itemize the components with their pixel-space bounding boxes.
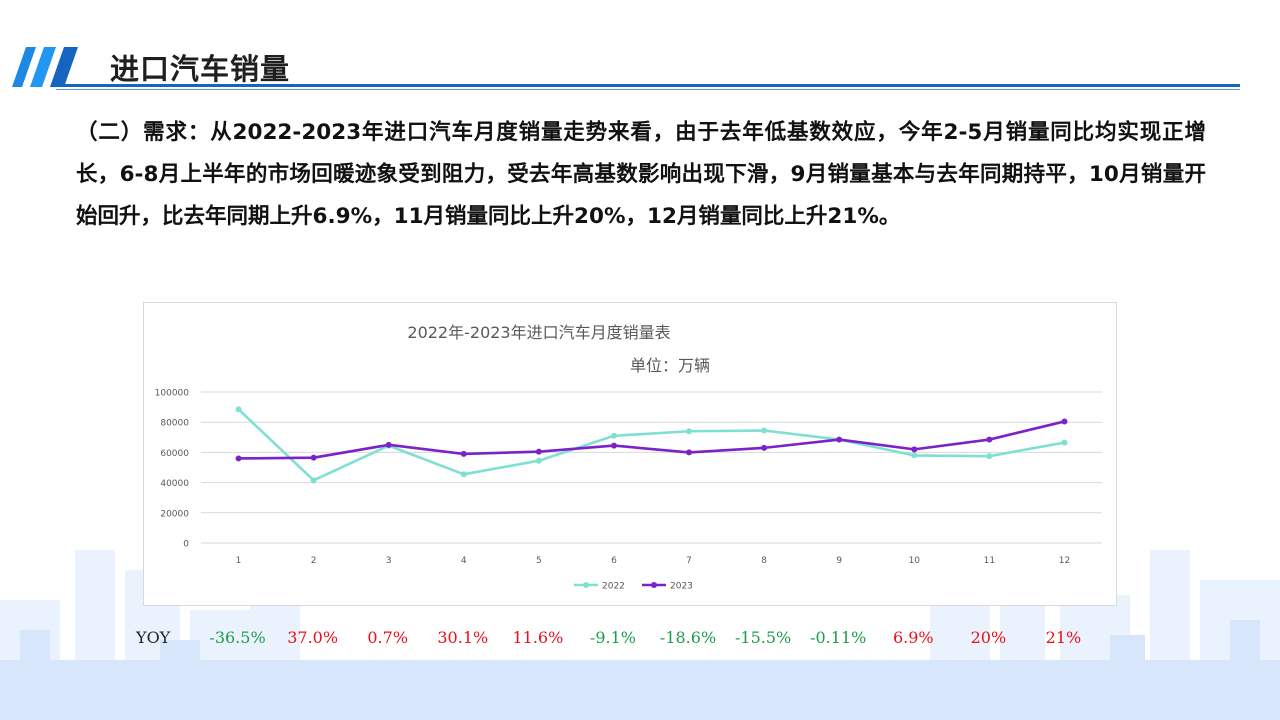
data-point-2023: [610, 442, 617, 449]
data-point-2023: [836, 436, 843, 443]
data-point-2022: [235, 406, 242, 413]
yoy-value: 0.7%: [367, 628, 409, 647]
data-point-2023: [761, 444, 768, 451]
x-tick-label: 4: [461, 556, 467, 566]
x-tick-label: 11: [984, 556, 995, 566]
data-point-2022: [761, 427, 768, 434]
x-tick-label: 1: [236, 556, 242, 566]
data-point-2023: [686, 449, 693, 456]
data-point-2023: [385, 441, 392, 448]
title-stripes-icon: [12, 47, 78, 87]
chart-canvas: 2022年-2023年进口汽车月度销量表 单位：万辆 0 20000 40000 60…: [155, 323, 1102, 592]
y-tick-label: 80000: [160, 419, 189, 429]
x-tick-label: 7: [686, 556, 692, 566]
data-point-2022: [911, 452, 918, 459]
yoy-value: -0.11%: [810, 628, 867, 647]
data-point-2023: [911, 446, 918, 453]
sales-line-chart: 2022年-2023年进口汽车月度销量表 单位：万辆 0 20000 40000 60…: [143, 302, 1117, 606]
data-point-2023: [310, 454, 317, 461]
yoy-value: 20%: [970, 628, 1007, 647]
data-point-2022: [1061, 439, 1068, 446]
x-tick-label: 6: [611, 556, 617, 566]
yoy-row: YOY -36.5% 37.0% 0.7% 30.1% 11.6% -9.1% -18.6%…: [0, 628, 1280, 652]
legend-label: 2023: [670, 582, 693, 592]
y-tick-label: 40000: [160, 479, 189, 489]
legend-marker: [651, 582, 657, 588]
data-point-2022: [460, 471, 467, 478]
data-point-2022: [686, 428, 693, 435]
yoy-value: -9.1%: [589, 628, 636, 647]
yoy-value: 37.0%: [287, 628, 339, 647]
x-tick-label: 3: [386, 556, 392, 566]
title-underline-thin: [56, 89, 1240, 90]
x-tick-label: 10: [909, 556, 921, 566]
data-point-2022: [310, 477, 317, 484]
x-tick-label: 2: [311, 556, 317, 566]
yoy-value: 21%: [1045, 628, 1082, 647]
data-point-2023: [535, 448, 542, 455]
chart-subtitle: 单位：万辆: [630, 356, 710, 375]
yoy-value: 11.6%: [512, 628, 564, 647]
y-tick-label: 100000: [155, 389, 190, 399]
data-point-2023: [235, 455, 242, 462]
data-point-2022: [535, 457, 542, 464]
chart-title: 2022年-2023年进口汽车月度销量表: [407, 323, 670, 342]
y-tick-label: 0: [183, 540, 189, 550]
data-point-2023: [460, 450, 467, 457]
yoy-value: -36.5%: [209, 628, 266, 647]
city-skyline-background: [0, 550, 1280, 720]
page-title: 进口汽车销量: [110, 52, 291, 86]
y-tick-label: 60000: [160, 449, 189, 459]
legend-marker: [583, 582, 589, 588]
yoy-value: -15.5%: [735, 628, 792, 647]
series-line-2022: [237, 408, 1065, 482]
series-line-2023: [238, 420, 1065, 460]
yoy-value: 30.1%: [437, 628, 489, 647]
data-point-2023: [986, 436, 993, 443]
legend-label: 2022: [602, 582, 625, 592]
data-point-2022: [986, 453, 993, 460]
y-tick-label: 20000: [160, 509, 189, 519]
yoy-label: YOY: [136, 628, 171, 647]
yoy-value: -18.6%: [659, 628, 717, 647]
summary-paragraph: （二）需求：从2022-2023年进口汽车月度销量走势来看，由于去年低基数效应，…: [76, 120, 1206, 229]
x-tick-label: 8: [761, 556, 767, 566]
data-point-2022: [610, 432, 617, 439]
title-underline: [56, 84, 1240, 87]
x-tick-label: 5: [536, 556, 542, 566]
x-tick-label: 12: [1059, 556, 1070, 566]
data-point-2023: [1061, 418, 1068, 425]
yoy-value: 6.9%: [892, 628, 934, 647]
x-tick-label: 9: [836, 556, 842, 566]
